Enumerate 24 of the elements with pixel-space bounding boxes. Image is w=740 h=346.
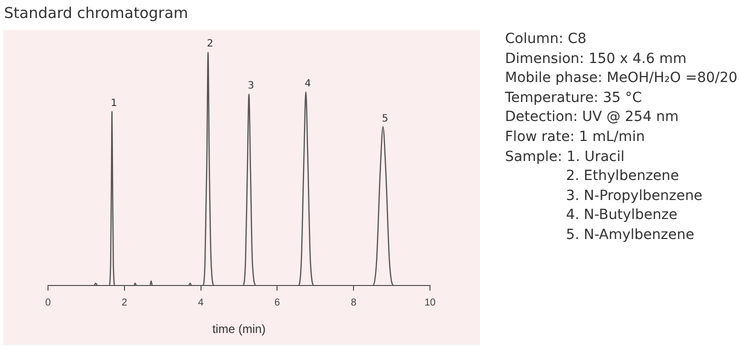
text: Detection: UV @ 254 nm	[505, 108, 680, 128]
x-tick-label: 8	[350, 297, 357, 308]
text: Flow rate: 1 mL/min	[505, 128, 646, 147]
text: 4. N-Butylbenze	[565, 206, 678, 226]
annotation: 3	[248, 80, 254, 92]
text: Column: C8	[505, 30, 588, 49]
text: 3. N-Propylbenzene	[565, 186, 704, 206]
chart-title: Standard chromatogram	[4, 4, 188, 22]
text: Temperature: 35 °C	[505, 88, 643, 108]
text: Dimension: 150 x 4.6 mm	[505, 50, 688, 69]
annotation: 4	[304, 78, 312, 90]
x-tick-label: 4	[198, 297, 204, 308]
x-tick-label: 10	[424, 297, 436, 308]
text: 2. Ethylbenzene	[565, 167, 680, 186]
annotation: 1	[110, 98, 118, 110]
text: 5. N-Amylbenzene	[565, 226, 696, 245]
text: Sample: 1. Uracil	[505, 148, 626, 167]
annotation: 5	[382, 113, 388, 124]
annotation: 2	[206, 38, 214, 50]
x-tick-label: 0	[45, 297, 52, 308]
x-axis-title: time (min)	[212, 322, 266, 336]
text: Mobile phase: MeOH/H₂O =80/20	[505, 69, 738, 88]
x-tick-label: 6	[274, 297, 280, 308]
x-tick-label: 2	[122, 297, 128, 308]
